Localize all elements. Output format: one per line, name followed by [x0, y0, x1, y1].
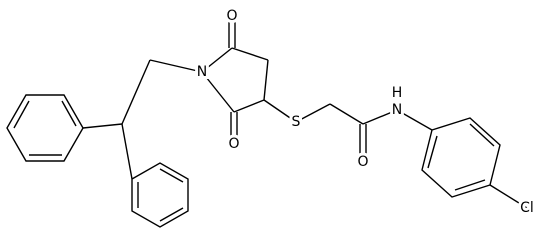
bonds — [6, 18, 528, 228]
atom-label: O — [228, 136, 239, 152]
atom-label: O — [226, 8, 237, 24]
atom-labels: O N O S O H N Cl — [194, 5, 537, 219]
atom-label: Cl — [520, 200, 534, 216]
atom-label: H — [392, 85, 403, 101]
atom-label: N — [392, 102, 402, 118]
atom-label: N — [197, 64, 207, 80]
page: O N O S O H N Cl (() => { const data = J… — [6, 5, 537, 228]
atom-label: O — [357, 154, 368, 170]
molecule: O N O S O H N Cl — [6, 5, 537, 228]
atom-label: S — [292, 114, 301, 130]
